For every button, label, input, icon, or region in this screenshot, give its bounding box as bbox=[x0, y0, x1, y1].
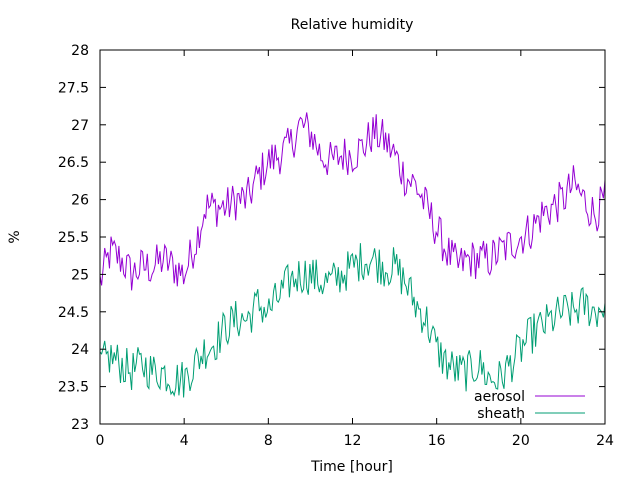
series-line-sheath bbox=[99, 243, 606, 398]
series-layer bbox=[99, 112, 606, 398]
y-tick-label: 25 bbox=[71, 267, 89, 283]
series-line-aerosol bbox=[99, 112, 606, 291]
ticks-layer: 0 4 8 12 16 20 24 23 23.5 24 24.5 25 25.5 26 26.5 27 27.… bbox=[58, 43, 614, 449]
y-tick-label: 23.5 bbox=[58, 380, 89, 396]
y-tick-label: 24.5 bbox=[58, 305, 89, 321]
legend-label-aerosol: aerosol bbox=[474, 389, 525, 405]
y-tick-label: 28 bbox=[71, 43, 89, 59]
y-tick-label: 27.5 bbox=[58, 80, 89, 96]
legend-label-sheath: sheath bbox=[477, 406, 525, 422]
y-tick-label: 27 bbox=[71, 118, 89, 134]
y-tick-label: 26 bbox=[71, 193, 89, 209]
y-tick-label: 24 bbox=[71, 342, 89, 358]
x-tick-label: 8 bbox=[264, 433, 273, 449]
chart-title: Relative humidity bbox=[291, 17, 414, 33]
x-tick-label: 0 bbox=[96, 433, 105, 449]
x-tick-label: 24 bbox=[596, 433, 614, 449]
y-tick-label: 25.5 bbox=[58, 230, 89, 246]
x-tick-label: 20 bbox=[512, 433, 530, 449]
y-tick-label: 23 bbox=[71, 417, 89, 433]
x-tick-label: 12 bbox=[344, 433, 362, 449]
x-axis-label: Time [hour] bbox=[310, 459, 393, 475]
x-tick-label: 16 bbox=[428, 433, 446, 449]
y-tick-label: 26.5 bbox=[58, 155, 89, 171]
y-axis-label: % bbox=[7, 230, 23, 243]
x-tick-label: 4 bbox=[180, 433, 189, 449]
